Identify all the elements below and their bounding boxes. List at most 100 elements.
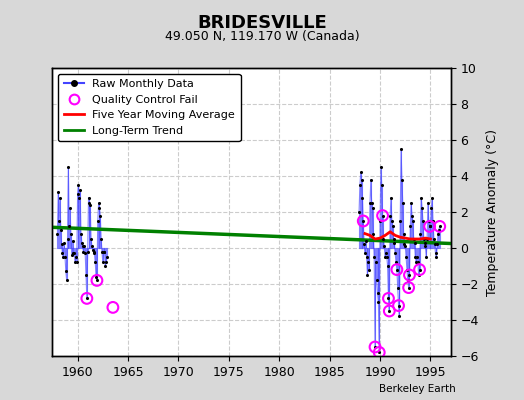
- Point: [90, 250, 99, 257]
- Point: [402, 254, 410, 260]
- Point: [409, 236, 418, 242]
- Point: [389, 236, 398, 242]
- Point: [77, 230, 85, 237]
- Point: [364, 259, 373, 266]
- Point: [361, 250, 369, 257]
- Point: [399, 200, 407, 206]
- Point: [374, 290, 382, 296]
- Point: [435, 223, 444, 230]
- Point: [94, 200, 103, 206]
- Point: [100, 248, 108, 255]
- Point: [83, 295, 91, 302]
- Point: [93, 277, 101, 284]
- Text: Berkeley Earth: Berkeley Earth: [379, 384, 456, 394]
- Point: [403, 277, 412, 284]
- Text: BRIDESVILLE: BRIDESVILLE: [197, 14, 327, 32]
- Point: [407, 200, 416, 206]
- Point: [62, 277, 71, 284]
- Point: [425, 223, 434, 230]
- Point: [67, 230, 75, 237]
- Point: [95, 205, 104, 212]
- Point: [80, 243, 89, 250]
- Y-axis label: Temperature Anomaly (°C): Temperature Anomaly (°C): [486, 128, 499, 296]
- Legend: Raw Monthly Data, Quality Control Fail, Five Year Moving Average, Long-Term Tren: Raw Monthly Data, Quality Control Fail, …: [58, 74, 241, 141]
- Point: [384, 295, 392, 302]
- Point: [397, 146, 405, 152]
- Point: [424, 200, 432, 206]
- Point: [71, 259, 79, 266]
- Point: [88, 243, 96, 250]
- Point: [57, 227, 65, 233]
- Point: [413, 254, 421, 260]
- Point: [87, 236, 95, 242]
- Point: [386, 212, 395, 219]
- Point: [97, 236, 105, 242]
- Point: [68, 238, 77, 244]
- Point: [431, 250, 440, 257]
- Point: [79, 248, 88, 255]
- Point: [367, 200, 376, 206]
- Point: [420, 236, 428, 242]
- Point: [101, 263, 110, 269]
- Point: [410, 239, 419, 246]
- Point: [433, 241, 441, 248]
- Point: [419, 218, 427, 224]
- Point: [64, 164, 72, 170]
- Point: [82, 272, 90, 278]
- Point: [388, 218, 396, 224]
- Point: [398, 176, 406, 183]
- Point: [65, 223, 73, 230]
- Point: [422, 254, 430, 260]
- Point: [68, 252, 76, 258]
- Point: [377, 164, 385, 170]
- Point: [360, 241, 368, 248]
- Point: [395, 302, 403, 309]
- Point: [365, 266, 373, 273]
- Point: [382, 250, 390, 257]
- Point: [428, 194, 436, 201]
- Point: [362, 238, 370, 244]
- Point: [408, 212, 416, 219]
- Point: [63, 236, 72, 242]
- Point: [385, 308, 394, 314]
- Point: [421, 243, 430, 250]
- Point: [427, 223, 435, 230]
- Point: [378, 212, 387, 219]
- Point: [429, 218, 437, 224]
- Point: [55, 218, 63, 224]
- Point: [411, 254, 420, 260]
- Point: [378, 212, 387, 219]
- Point: [73, 259, 81, 266]
- Point: [427, 205, 435, 212]
- Point: [368, 205, 377, 212]
- Point: [78, 239, 86, 246]
- Point: [58, 250, 67, 257]
- Point: [98, 248, 106, 255]
- Point: [412, 259, 420, 266]
- Point: [378, 182, 386, 188]
- Point: [70, 250, 79, 257]
- Point: [371, 344, 379, 350]
- Point: [62, 268, 70, 274]
- Point: [375, 349, 384, 356]
- Point: [417, 194, 425, 201]
- Point: [359, 218, 367, 224]
- Point: [74, 182, 83, 188]
- Point: [435, 223, 444, 230]
- Point: [372, 259, 380, 266]
- Point: [431, 241, 439, 248]
- Point: [394, 284, 402, 291]
- Point: [391, 250, 399, 257]
- Point: [435, 227, 443, 233]
- Point: [90, 248, 98, 255]
- Point: [396, 218, 405, 224]
- Point: [434, 230, 442, 237]
- Point: [108, 304, 117, 310]
- Point: [385, 308, 394, 314]
- Point: [387, 194, 395, 201]
- Point: [383, 254, 391, 260]
- Point: [75, 194, 83, 201]
- Point: [69, 250, 78, 257]
- Point: [425, 223, 434, 230]
- Point: [414, 272, 423, 278]
